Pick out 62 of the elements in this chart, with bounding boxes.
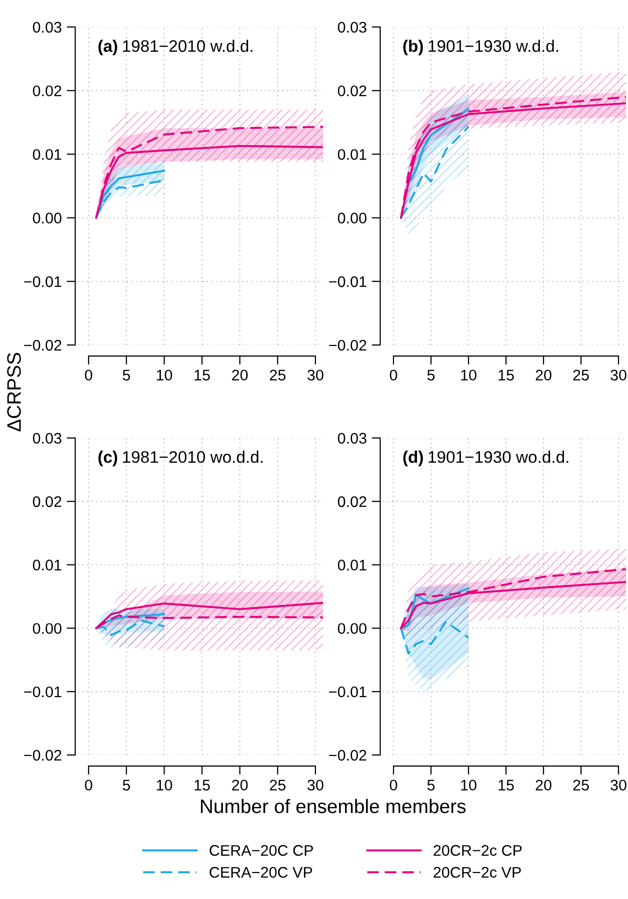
x-tick-label: 10 <box>461 370 476 381</box>
y-tick-label: −0.02 <box>24 340 62 351</box>
legend-label: CERA−20C CP <box>210 845 313 856</box>
y-tick-label: −0.01 <box>329 686 366 698</box>
y-tick-label: 0.01 <box>32 149 62 160</box>
x-tick-label: 25 <box>573 780 589 791</box>
x-tick-label: 15 <box>194 370 210 381</box>
x-tick-label: 10 <box>156 370 172 381</box>
y-tick-label: −0.02 <box>329 750 366 761</box>
y-axis-title: ΔCRPSS <box>7 352 21 432</box>
x-tick-label: 5 <box>427 370 435 381</box>
x-tick-label: 25 <box>270 780 286 791</box>
y-tick-label: −0.01 <box>24 686 62 698</box>
y-tick-label: 0.03 <box>338 432 366 444</box>
x-tick-label: 0 <box>84 370 92 381</box>
y-tick-label: −0.02 <box>24 750 62 761</box>
x-tick-label: 0 <box>390 780 398 791</box>
x-tick-label: 15 <box>194 780 210 791</box>
x-tick-label: 30 <box>610 780 626 791</box>
x-tick-label: 20 <box>536 370 552 381</box>
x-tick-label: 5 <box>427 780 435 791</box>
y-tick-label: 0.02 <box>338 85 366 96</box>
y-tick-label: 0.02 <box>32 496 62 508</box>
x-tick-label: 20 <box>232 780 248 791</box>
text: (d) 1901−1930 wo.d.d. <box>403 450 568 466</box>
y-tick-label: −0.01 <box>329 276 366 288</box>
y-tick-label: 0.01 <box>338 149 366 160</box>
x-tick-label: 20 <box>232 370 248 381</box>
text: (c) 1981−2010 wo.d.d. <box>98 450 263 466</box>
y-tick-label: 0.02 <box>338 496 366 508</box>
legend-label: 20CR−2c CP <box>434 845 522 856</box>
text: (b) 1901−1930 w.d.d. <box>403 40 558 56</box>
x-tick-label: 0 <box>390 370 398 381</box>
y-tick-label: 0.03 <box>338 22 366 33</box>
x-tick-label: 5 <box>122 370 130 381</box>
x-tick-label: 15 <box>498 780 514 791</box>
y-tick-label: −0.02 <box>329 340 366 351</box>
y-tick-label: 0.01 <box>32 560 62 570</box>
x-tick-label: 5 <box>122 780 130 791</box>
y-tick-label: 0.00 <box>338 623 366 634</box>
y-tick-label: 0.00 <box>32 212 62 224</box>
y-tick-label: 0.00 <box>32 623 62 634</box>
y-tick-label: 0.03 <box>32 432 62 444</box>
y-tick-label: 0.01 <box>338 560 366 570</box>
y-tick-label: −0.01 <box>24 276 62 288</box>
text: (a) 1981−2010 w.d.d. <box>98 40 252 56</box>
y-tick-label: 0.00 <box>338 212 366 224</box>
y-tick-label: 0.02 <box>32 85 62 96</box>
x-tick-label: 10 <box>156 780 172 791</box>
x-tick-label: 10 <box>461 780 476 791</box>
x-tick-label: 25 <box>573 370 589 381</box>
x-tick-label: 15 <box>498 370 514 381</box>
x-tick-label: 30 <box>610 370 626 381</box>
y-tick-label: 0.03 <box>32 22 62 33</box>
x-tick-label: 20 <box>536 780 552 791</box>
x-axis-title: Number of ensemble members <box>200 798 466 814</box>
x-tick-label: 25 <box>270 370 286 381</box>
legend-label: 20CR−2c VP <box>434 866 521 878</box>
x-tick-label: 30 <box>308 780 324 791</box>
legend-label: CERA−20C VP <box>210 866 312 878</box>
x-tick-label: 30 <box>308 370 324 381</box>
x-tick-label: 0 <box>84 780 92 791</box>
